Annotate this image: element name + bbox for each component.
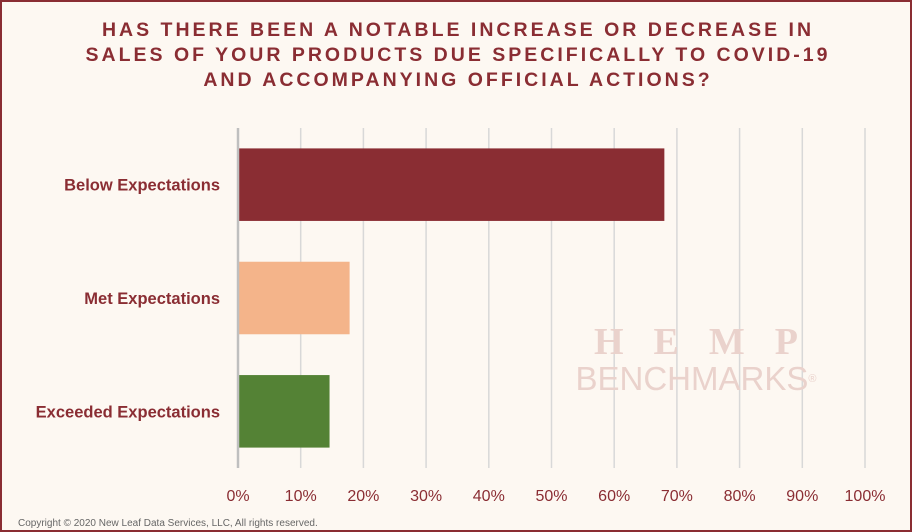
category-label-3: Exceeded Expectations xyxy=(36,403,220,421)
category-label-2: Met Expectations xyxy=(84,290,220,308)
x-tick-label-10: 100% xyxy=(845,488,886,505)
x-tick-label-2: 20% xyxy=(347,488,379,505)
bar-1 xyxy=(238,148,665,221)
x-tick-label-7: 70% xyxy=(661,488,693,505)
chart-title: HAS THERE BEEN A NOTABLE INCREASE OR DEC… xyxy=(85,19,831,91)
category-label-1: Below Expectations xyxy=(64,177,220,195)
x-tick-label-3: 30% xyxy=(410,488,442,505)
bar-3 xyxy=(238,375,330,448)
x-tick-label-6: 60% xyxy=(598,488,630,505)
x-tick-label-5: 50% xyxy=(535,488,567,505)
bar-2 xyxy=(238,261,350,335)
hemp-benchmarks-logo: HEMP BENCHMARKS® xyxy=(550,322,842,396)
x-tick-label-0: 0% xyxy=(226,488,249,505)
x-tick-label-8: 80% xyxy=(724,488,756,505)
registered-mark: ® xyxy=(808,373,817,385)
logo-line-1: HEMP xyxy=(594,321,828,363)
copyright-notice: Copyright © 2020 New Leaf Data Services,… xyxy=(18,518,318,529)
x-tick-label-1: 10% xyxy=(285,488,317,505)
logo-line-2: BENCHMARKS xyxy=(575,360,809,397)
x-tick-label-4: 40% xyxy=(473,488,505,505)
x-tick-label-9: 90% xyxy=(786,488,818,505)
